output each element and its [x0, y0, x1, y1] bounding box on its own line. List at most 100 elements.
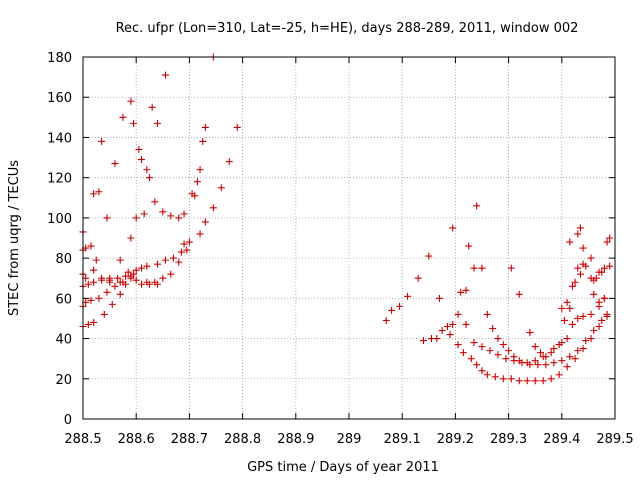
data-point: [566, 304, 574, 312]
data-point: [443, 322, 451, 330]
data-point: [598, 268, 606, 276]
data-point: [233, 123, 241, 131]
data-point: [196, 230, 204, 238]
data-point: [433, 335, 441, 343]
data-point: [523, 377, 531, 385]
data-point: [595, 298, 603, 306]
data-point: [576, 224, 584, 232]
data-point: [114, 274, 122, 282]
x-tick-label: 289.3: [490, 432, 527, 447]
data-point: [87, 296, 95, 304]
data-point: [138, 280, 146, 288]
data-point: [159, 208, 167, 216]
data-point: [143, 262, 151, 270]
data-point: [175, 258, 183, 266]
data-point: [478, 264, 486, 272]
data-point: [201, 123, 209, 131]
y-tick-label: 180: [47, 51, 72, 66]
data-point: [515, 357, 523, 365]
data-point: [483, 371, 491, 379]
data-point: [116, 290, 124, 298]
data-point: [90, 190, 98, 198]
data-point: [124, 268, 132, 276]
data-point: [185, 238, 193, 246]
x-tick-labels: 288.5 288.6 288.7 288.8 288.9 289 289.1 289.2 28…: [64, 432, 633, 447]
data-point: [459, 349, 467, 357]
data-point: [531, 377, 539, 385]
data-point: [571, 355, 579, 363]
data-point: [473, 202, 481, 210]
data-point: [140, 210, 148, 218]
data-point: [116, 278, 124, 286]
data-point: [119, 113, 127, 121]
data-point: [579, 260, 587, 268]
data-point: [510, 353, 518, 361]
y-tick-label: 140: [47, 131, 72, 146]
data-point: [558, 339, 566, 347]
data-point: [531, 343, 539, 351]
data-point: [568, 320, 576, 328]
data-point: [146, 174, 153, 182]
data-point: [161, 71, 169, 79]
y-tick-label: 0: [64, 413, 72, 428]
x-axis-label: GPS time / Days of year 2011: [247, 460, 439, 475]
data-point: [590, 290, 598, 298]
data-point: [502, 355, 510, 363]
data-point: [435, 294, 443, 302]
data-point: [574, 347, 582, 355]
data-point: [169, 254, 177, 262]
data-point: [491, 373, 499, 381]
data-point: [598, 316, 606, 324]
data-point: [103, 214, 111, 222]
data-point: [574, 230, 582, 238]
data-point: [87, 242, 95, 250]
data-point: [130, 119, 138, 127]
data-point: [505, 347, 513, 355]
data-point: [425, 252, 433, 260]
data-point: [90, 318, 98, 326]
y-tick-label: 100: [47, 212, 72, 227]
data-point: [153, 260, 161, 268]
data-point: [382, 316, 390, 324]
x-tick-label: 288.8: [224, 432, 261, 447]
data-point: [161, 256, 169, 264]
data-point: [180, 210, 188, 218]
data-point: [547, 375, 555, 383]
data-point: [574, 264, 582, 272]
x-tick-label: 289.5: [596, 432, 633, 447]
data-point: [494, 351, 502, 359]
data-point: [499, 341, 507, 349]
data-point: [600, 294, 608, 302]
data-point: [558, 304, 566, 312]
data-point: [550, 359, 558, 367]
data-point: [571, 278, 579, 286]
data-point: [419, 337, 427, 345]
data-point: [595, 322, 603, 330]
data-point: [84, 280, 92, 288]
data-point: [127, 274, 135, 282]
data-point: [225, 158, 233, 166]
data-point: [606, 234, 614, 242]
data-point: [454, 341, 462, 349]
x-tick-label: 289.4: [543, 432, 580, 447]
data-point: [579, 312, 587, 320]
data-point: [196, 166, 204, 174]
data-point: [111, 282, 119, 290]
data-point: [153, 280, 161, 288]
data-point: [465, 242, 473, 250]
data-point: [587, 254, 595, 262]
data-point: [388, 306, 396, 314]
data-point: [132, 276, 140, 284]
data-point: [122, 272, 130, 280]
data-point: [563, 363, 571, 371]
x-tick-label: 289.1: [384, 432, 421, 447]
data-point: [183, 246, 191, 254]
data-point: [606, 262, 614, 270]
data-point: [539, 377, 547, 385]
data-point: [600, 264, 608, 272]
data-point: [396, 302, 404, 310]
chart-title: Rec. ufpr (Lon=310, Lat=-25, h=HE), days…: [116, 21, 579, 36]
data-point: [507, 375, 515, 383]
